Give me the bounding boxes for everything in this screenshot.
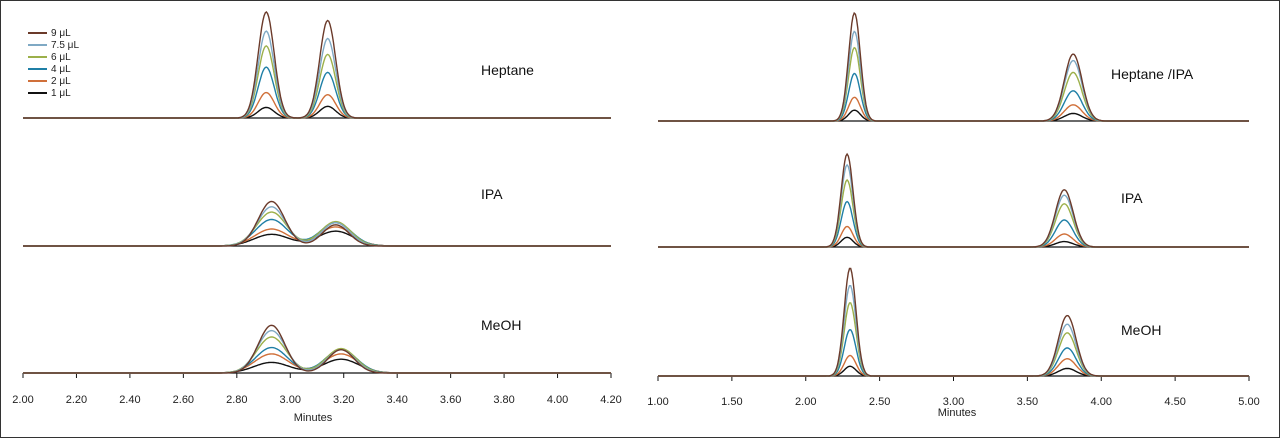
trace-label: IPA [481,186,503,202]
x-tick-label: 3.00 [943,396,964,408]
x-tick-label: 4.00 [547,394,568,406]
trace-label: MeOH [481,317,521,333]
x-tick-label: 2.40 [119,394,140,406]
series-line [23,346,611,374]
x-tick-label: 2.20 [66,394,87,406]
series-line [658,225,1249,248]
legend-label: 7.5 μL [51,40,79,51]
trace-panel: Heptane [23,11,611,119]
x-axis-title: Minutes [294,412,333,424]
series-line [23,211,611,247]
series-line [23,200,611,247]
series-line [658,11,1249,122]
x-axis-title: Minutes [938,407,977,419]
series-line [658,109,1249,122]
x-tick-label: 1.00 [647,396,668,408]
trace-panel: IPA [658,152,1249,248]
legend: 9 μL7.5 μL6 μL4 μL2 μL1 μL [28,28,79,99]
legend-label: 9 μL [51,28,71,39]
chart-2: 1.00 1.50 2.00 2.50 3.00 3.50 4.00 4.50 5.00 Minu… [647,11,1260,419]
x-tick-label: 1.50 [721,396,742,408]
trace-panel: IPA [23,186,611,247]
series-line [658,163,1249,248]
series-line [23,206,611,247]
series-line [658,200,1249,248]
legend-label: 6 μL [51,52,71,63]
series-line [658,178,1249,248]
legend-label: 2 μL [51,76,71,87]
series-line [658,46,1249,122]
trace-label: IPA [1121,190,1143,206]
series-line [23,91,611,119]
series-line [23,329,611,374]
trace-panel: MeOH [658,267,1249,377]
legend-label: 1 μL [51,88,71,99]
x-tick-label: 3.60 [440,394,461,406]
x-tick-label: 4.50 [1164,396,1185,408]
series-line [658,267,1249,377]
x-tick-label: 3.00 [280,394,301,406]
x-tick-label: 3.40 [386,394,407,406]
x-tick-label: 2.00 [795,396,816,408]
series-line [23,324,611,374]
x-tick-label: 3.80 [493,394,514,406]
trace-label: MeOH [1121,322,1161,338]
series-line [23,353,611,374]
series-line [658,236,1249,248]
series-line [658,365,1249,377]
series-line [23,218,611,247]
x-tick-label: 2.60 [173,394,194,406]
x-tick-label: 4.00 [1091,396,1112,408]
legend-label: 4 μL [51,64,71,75]
x-tick-label: 2.50 [869,396,890,408]
x-tick-label: 2.00 [12,394,33,406]
trace-panel: MeOH [23,317,611,374]
x-tick-label: 3.50 [1017,396,1038,408]
trace-label: Heptane [481,62,534,78]
chart-1: 2.00 2.20 2.40 2.60 2.80 3.00 3.20 3.40 3.60 3.80… [12,11,622,424]
series-line [23,11,611,119]
series-line [658,354,1249,377]
trace-label: Heptane /IPA [1111,66,1194,82]
x-tick-label: 4.20 [600,394,621,406]
series-line [658,302,1249,377]
x-tick-label: 2.80 [226,394,247,406]
x-tick-label: 3.20 [333,394,354,406]
series-line [658,152,1249,248]
series-line [658,96,1249,122]
trace-panel: Heptane /IPA [658,11,1249,122]
x-tick-label: 5.00 [1238,396,1259,408]
